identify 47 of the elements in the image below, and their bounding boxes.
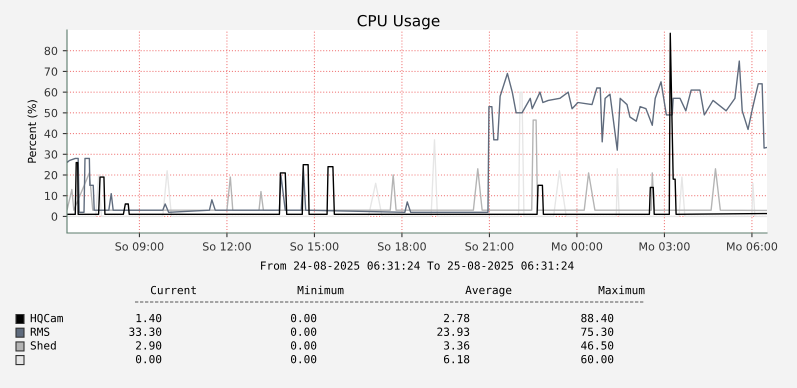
text: Minimum (298, 286, 344, 294)
y-tick-label: 40 (44, 130, 58, 138)
x-axis-title: From 24-08-2025 06:31:24 To 25-08-2025 06:31:24 (261, 261, 574, 270)
y-tick-label: 10 (45, 192, 58, 200)
line-series (67, 32, 767, 216)
text: Current (150, 286, 196, 294)
y-tick-label: 70 (44, 67, 58, 76)
legend-label: HQCam (30, 314, 63, 324)
text: 75.30 (581, 328, 614, 336)
text: 2.78 (444, 314, 470, 322)
y-tick-label: 20 (44, 170, 58, 180)
text: 88.40 (581, 314, 614, 322)
text: 0.00 (290, 354, 316, 364)
text: 2.90 (136, 341, 162, 350)
text: 0.00 (290, 341, 316, 350)
chart-title: CPU Usage (358, 14, 440, 30)
text: Maximum (598, 286, 644, 294)
text: 0.00 (136, 354, 162, 364)
text: 23.93 (437, 328, 470, 336)
text: 1.40 (136, 314, 162, 322)
legend-label: Shed (30, 341, 56, 350)
y-axis-title: Percent (%) (28, 100, 38, 163)
x-tick-label: So 15:00 (290, 242, 338, 251)
line-series (67, 60, 767, 213)
x-tick-label: So 21:00 (465, 242, 514, 251)
y-tick-label: 30 (44, 150, 58, 159)
x-tick-label: So 09:00 (115, 242, 164, 251)
x-tick-label: Mo 03:00 (640, 242, 690, 251)
x-tick-label: So 18:00 (378, 242, 426, 251)
y-tick-label: 50 (44, 108, 58, 118)
y-tick-label: 60 (44, 88, 58, 97)
text: 60.00 (581, 354, 614, 364)
legend-label: RMS (30, 328, 50, 336)
text: Average (465, 286, 512, 296)
line-series (67, 91, 767, 218)
x-tick-label: Mo 06:00 (727, 242, 778, 251)
y-tick-label: 80 (44, 46, 58, 56)
x-tick-label: So 12:00 (202, 242, 251, 251)
y-tick-label: 0 (52, 212, 58, 221)
text: 33.30 (129, 328, 162, 336)
text: 3.36 (444, 341, 470, 350)
text: 6.18 (444, 354, 470, 364)
text: 0.00 (290, 314, 316, 322)
text: 0.00 (290, 328, 316, 336)
x-tick-label: Mo 00:00 (552, 242, 602, 251)
line-series (67, 119, 767, 212)
text: 46.50 (581, 341, 614, 350)
